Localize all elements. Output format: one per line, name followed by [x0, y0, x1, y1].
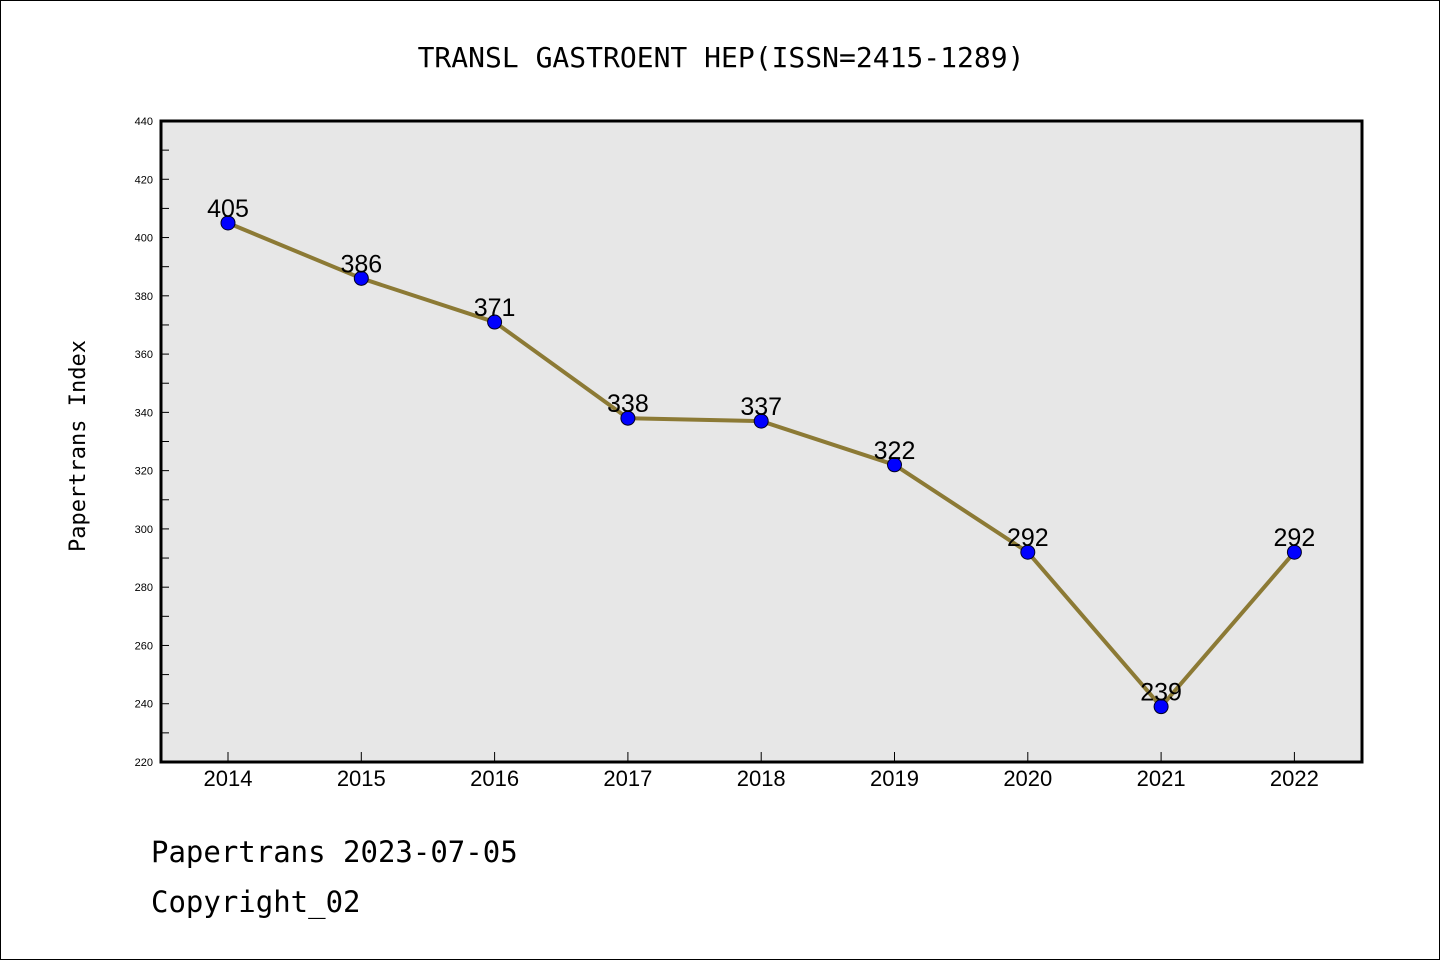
data-label: 322 [874, 437, 916, 465]
y-tick-label: 400 [135, 233, 153, 245]
plot-area [159, 119, 1364, 764]
data-point [1020, 544, 1036, 560]
data-label: 337 [740, 393, 782, 421]
y-tick-label: 280 [135, 582, 153, 594]
data-label: 292 [1007, 524, 1049, 552]
data-label: 405 [207, 195, 249, 223]
x-tick-label: 2020 [1003, 766, 1052, 791]
y-axis: 220 240 260 280 300 320 340 360 380 400 420 440 [135, 116, 169, 769]
series-group: 405 386 371 338 337 322 292 239 292 [207, 195, 1316, 715]
data-point [1153, 699, 1169, 715]
y-tick-label: 240 [135, 699, 153, 711]
x-tick-label: 2019 [870, 766, 919, 791]
y-axis-label: Papertrans Index [66, 340, 91, 552]
y-tick-label: 380 [135, 291, 153, 303]
data-label: 386 [340, 250, 382, 278]
y-tick-label: 440 [135, 116, 153, 128]
footer-date: Papertrans 2023-07-05 [151, 835, 518, 869]
y-tick-label: 360 [135, 349, 153, 361]
data-label: 371 [474, 294, 516, 322]
x-tick-label: 2015 [337, 766, 386, 791]
y-tick-label: 340 [135, 407, 153, 419]
data-label: 239 [1140, 679, 1182, 707]
chart-title: TRANSL GASTROENT HEP(ISSN=2415-1289) [418, 41, 1025, 74]
x-axis: 2014 2015 2016 2017 2018 2019 2020 2021 2022 [204, 752, 1319, 791]
x-tick-label: 2022 [1270, 766, 1319, 791]
data-label: 338 [607, 390, 649, 418]
x-tick-label: 2017 [603, 766, 652, 791]
data-point [620, 410, 636, 426]
data-label: 292 [1274, 524, 1316, 552]
x-tick-label: 2018 [737, 766, 786, 791]
footer-copyright: Copyright_02 [151, 885, 361, 919]
y-tick-label: 420 [135, 174, 153, 186]
data-point [220, 215, 236, 231]
data-point [353, 270, 369, 286]
y-tick-label: 220 [135, 757, 153, 769]
data-point [753, 413, 769, 429]
x-tick-label: 2014 [204, 766, 253, 791]
x-tick-label: 2016 [470, 766, 519, 791]
y-tick-label: 300 [135, 524, 153, 536]
y-tick-label: 320 [135, 466, 153, 478]
x-tick-label: 2021 [1137, 766, 1186, 791]
data-point [887, 457, 902, 473]
data-point [487, 314, 503, 330]
data-point [1286, 544, 1302, 560]
y-tick-label: 260 [135, 640, 153, 652]
